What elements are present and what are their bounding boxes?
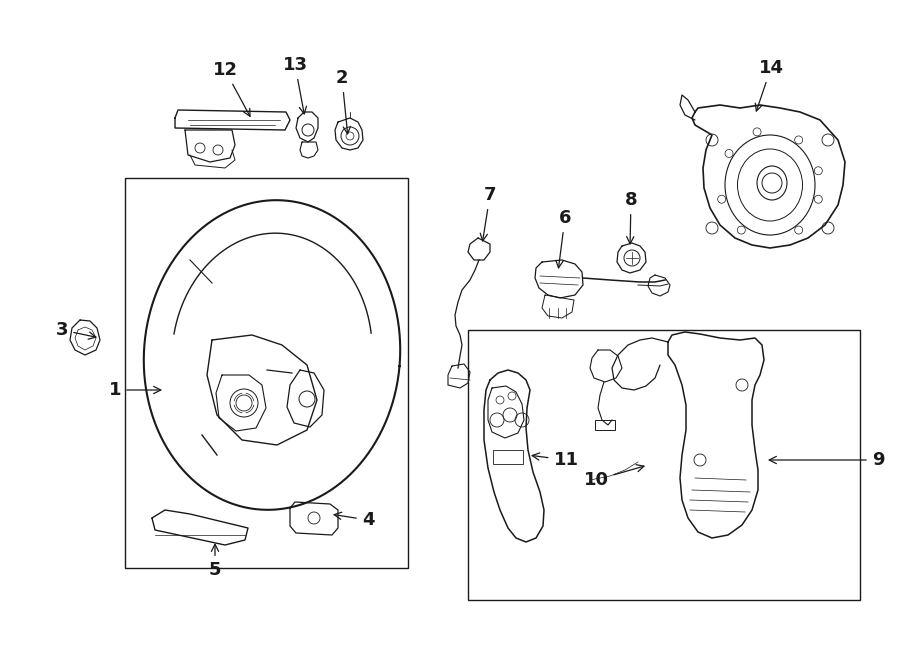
Text: 1: 1: [109, 381, 161, 399]
Text: 14: 14: [755, 59, 784, 111]
Text: 7: 7: [481, 186, 496, 241]
Bar: [125, 178, 408, 568]
Text: 13: 13: [283, 56, 308, 114]
Text: 4: 4: [334, 511, 374, 529]
Text: 6: 6: [556, 209, 572, 268]
Text: 9: 9: [770, 451, 884, 469]
Text: 11: 11: [532, 451, 579, 469]
Bar: [493, 450, 523, 464]
Text: 12: 12: [212, 61, 250, 116]
Text: 5: 5: [209, 544, 221, 579]
Text: 3: 3: [56, 321, 96, 339]
Bar: [468, 330, 860, 600]
Text: 2: 2: [336, 69, 350, 134]
Bar: [595, 420, 615, 430]
Text: 10: 10: [583, 465, 644, 489]
Text: 8: 8: [625, 191, 637, 244]
